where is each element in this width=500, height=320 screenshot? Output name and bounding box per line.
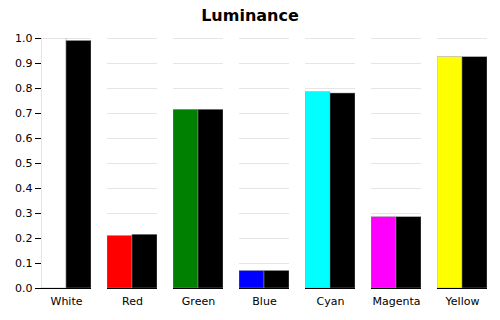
svg-text:1.0: 1.0 [15, 32, 33, 45]
svg-text:0.5: 0.5 [15, 157, 33, 170]
svg-text:0.2: 0.2 [15, 232, 33, 245]
html-text:Luminance: Luminance [201, 6, 299, 25]
svg-text:0.9: 0.9 [15, 57, 33, 70]
svg-text:0.3: 0.3 [15, 207, 33, 220]
svg-text:White: White [51, 295, 83, 308]
svg-text:Yellow: Yellow [445, 295, 480, 308]
svg-text:0.8: 0.8 [15, 82, 33, 95]
svg-text:Magenta: Magenta [372, 295, 420, 308]
svg-text:Green: Green [182, 295, 215, 308]
svg-text:Blue: Blue [252, 295, 277, 308]
svg-text:0.4: 0.4 [15, 182, 33, 195]
svg-text:0.6: 0.6 [15, 132, 33, 145]
svg-text:Cyan: Cyan [317, 295, 345, 308]
svg-text:0.0: 0.0 [15, 282, 33, 295]
svg-text:0.7: 0.7 [15, 107, 33, 120]
svg-text:0.1: 0.1 [15, 257, 33, 270]
svg-text:Red: Red [122, 295, 143, 308]
